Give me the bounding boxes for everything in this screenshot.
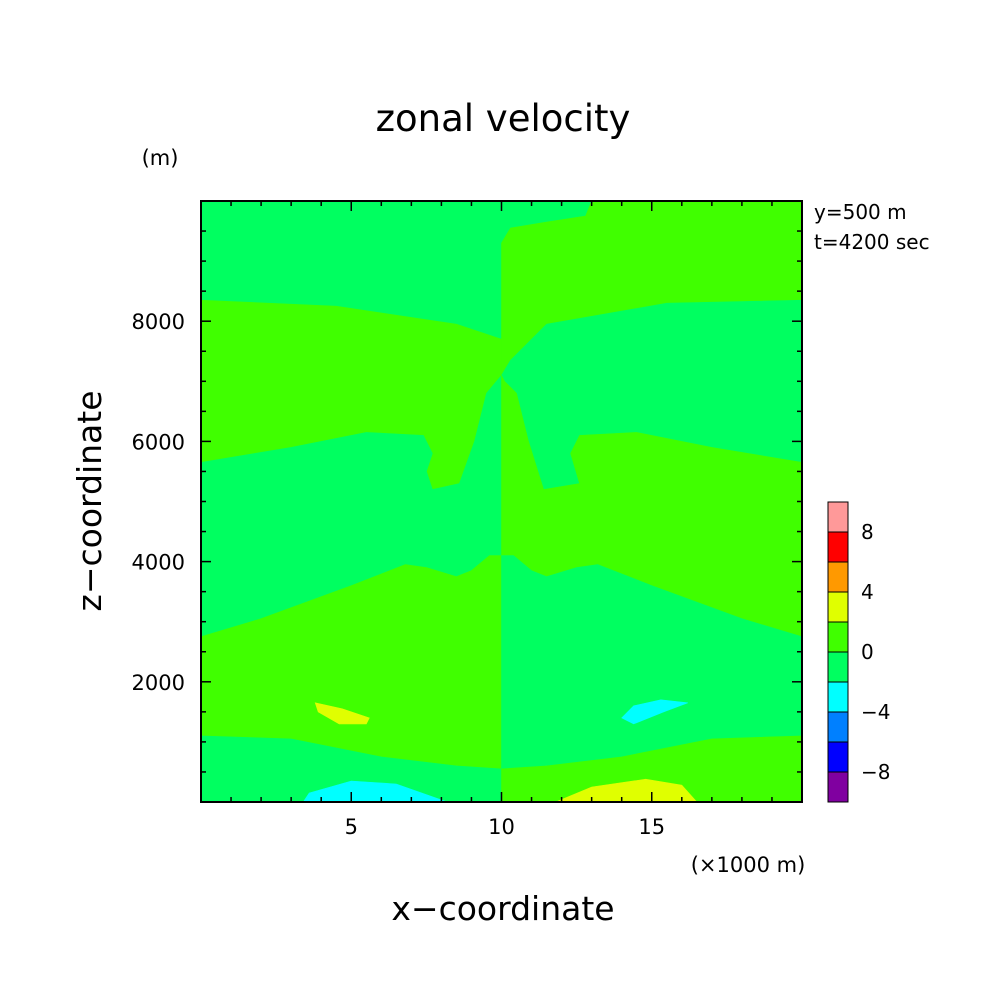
y-axis-label: z−coordinate — [70, 391, 109, 612]
colorbar-swatch — [827, 651, 849, 683]
colorbar-swatch — [827, 501, 849, 533]
x-unit-label: (×1000 m) — [691, 853, 806, 877]
colorbar-tick-label: 8 — [861, 520, 874, 544]
colorbar-swatch — [827, 621, 849, 653]
plot-area — [200, 200, 803, 803]
y-tick-label: 8000 — [132, 310, 185, 334]
colorbar-swatch — [827, 591, 849, 623]
x-tick-label: 15 — [638, 815, 665, 839]
contour-fills — [200, 200, 803, 803]
colorbar-tick-label: −4 — [861, 700, 890, 724]
y-tick-labels: 2000 4000 6000 8000 — [132, 310, 185, 695]
x-tick-label: 10 — [488, 815, 515, 839]
colorbar-swatch — [827, 741, 849, 773]
annotation-y-position: y=500 m — [814, 200, 907, 224]
colorbar: −8 −4 0 4 8 — [827, 501, 890, 803]
colorbar-tick-label: −8 — [861, 760, 890, 784]
colorbar-swatch — [827, 771, 849, 803]
y-tick-label: 2000 — [132, 671, 185, 695]
colorbar-swatch — [827, 711, 849, 743]
contour-region-11 — [314, 702, 370, 725]
axis-ticks — [201, 201, 802, 802]
annotation-time: t=4200 sec — [814, 230, 930, 254]
y-tick-label: 4000 — [132, 551, 185, 575]
colorbar-swatch — [827, 531, 849, 563]
y-tick-label: 6000 — [132, 430, 185, 454]
x-axis-label: x−coordinate — [391, 889, 614, 928]
x-tick-label: 5 — [345, 815, 358, 839]
colorbar-swatch — [827, 561, 849, 593]
contour-region-12 — [621, 699, 688, 725]
y-unit-label: (m) — [142, 146, 179, 170]
colorbar-swatch — [827, 681, 849, 713]
colorbar-tick-label: 0 — [861, 640, 874, 664]
colorbar-tick-label: 4 — [861, 580, 874, 604]
x-tick-labels: 5 10 15 — [345, 815, 666, 839]
chart-title: zonal velocity — [376, 97, 631, 140]
